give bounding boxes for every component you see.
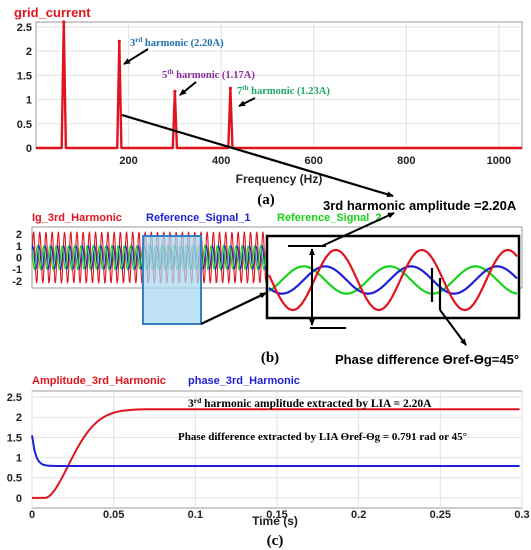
zoom-to-amplitude-callout-arrow <box>321 212 395 247</box>
zoom-series-reference-signal-2 <box>268 265 518 295</box>
panel-c-x-tick-label: 0.3 <box>514 509 529 521</box>
connector-3rd-harmonic <box>121 113 394 198</box>
panel-a-series <box>36 20 522 150</box>
panel-c-series-amplitude-3rd-harmonic <box>32 408 520 499</box>
panel-a-peak-point <box>173 89 177 93</box>
panel-a-peak-point <box>228 86 232 90</box>
panel-c-y-ticks: 0 0.5 1 1.5 2 2.5 <box>7 392 22 505</box>
panel-a-spectrum-line <box>36 20 522 150</box>
panel-a-y-ticks: 0 0.5 1 1.5 2 2.5 <box>17 22 32 155</box>
panel-c-x-ticks: 0 0.05 0.1 0.15 0.2 0.25 0.3 <box>29 509 530 521</box>
panel-a-x-tick-label: 800 <box>397 155 415 167</box>
panel-c-y-tick-label: 0 <box>16 493 22 505</box>
legend-ig-3rd-harmonic: Ig_3rd_Harmonic <box>32 212 122 224</box>
panel-a-spectrum: grid_current 0 0.5 1 1.5 2 2.5 200 400 600 800 10… <box>14 5 523 208</box>
panel-c-y-tick-label: 1.5 <box>7 432 22 444</box>
annotation-5th-harmonic: 5th harmonic (1.17A) <box>162 68 255 81</box>
zoom-highlight-box <box>142 235 202 325</box>
panel-c-lia: Amplitude_3rd_Harmonic phase_3rd_Harmoni… <box>7 375 530 549</box>
panel-a-x-tick-label: 1000 <box>487 155 511 167</box>
panel-c-x-tick-label: 0.1 <box>188 509 203 521</box>
panel-b-y-tick-label: -2 <box>12 276 22 288</box>
callout-3rd-harmonic-amplitude: 3rd harmonic amplitude =2.20A <box>323 198 517 213</box>
panel-c-x-tick-label: 0.05 <box>103 509 124 521</box>
panel-c-caption: (c) <box>267 533 284 549</box>
arrow-3rd-harmonic <box>123 48 149 65</box>
zoom-to-phase-callout-arrow <box>439 309 467 346</box>
legend-amplitude-3rd-harmonic: Amplitude_3rd_Harmonic <box>32 375 166 387</box>
panel-a-x-tick-label: 400 <box>212 155 230 167</box>
panel-a-y-tick-label: 2 <box>26 46 32 58</box>
annotation-3rd-harmonic: 3rd harmonic (2.20A) <box>130 36 224 49</box>
panel-c-series-phase-3rd-harmonic <box>31 435 520 467</box>
panel-b-caption: (b) <box>261 350 279 366</box>
panel-a-x-tick-label: 600 <box>305 155 323 167</box>
panel-b-y-tick-label: 1 <box>16 241 22 253</box>
callout-phase-difference: Phase difference ϴref-ϴg=45° <box>335 352 519 367</box>
panel-a-caption: (a) <box>257 192 275 208</box>
panel-c-y-tick-label: 0.5 <box>7 473 22 485</box>
panel-a-y-tick-label: 1 <box>26 95 32 107</box>
panel-c-y-tick-label: 1 <box>16 453 22 465</box>
panel-a-y-tick-label: 0.5 <box>17 119 32 131</box>
zoom-series-reference-signal-1 <box>268 265 518 295</box>
panel-c-x-axis-label: Time (s) <box>252 514 298 528</box>
arrow-7th-harmonic <box>238 97 256 107</box>
zoom-series-ig-3rd-harmonic <box>267 248 518 312</box>
panel-c-x-tick-label: 0.25 <box>430 509 451 521</box>
panel-a-x-tick-label: 200 <box>119 155 137 167</box>
panel-c-x-tick-label: 0 <box>29 509 35 521</box>
panel-a-x-ticks: 200 400 600 800 1000 <box>119 155 511 167</box>
panel-c-y-tick-label: 2 <box>16 412 22 424</box>
panel-a-title: grid_current <box>14 5 91 20</box>
panel-a-y-tick-label: 2.5 <box>17 22 32 34</box>
annotation-lia-amplitude: 3rd harmonic amplitude extracted by LIA … <box>188 396 432 410</box>
panel-a-peak-point <box>62 20 66 24</box>
panel-a-peak-point <box>117 39 121 43</box>
arrow-5th-harmonic <box>179 81 197 96</box>
panel-b-zoom-inset <box>265 212 521 346</box>
legend-reference-signal-1: Reference_Signal_1 <box>146 212 251 224</box>
panel-a-plot-area <box>35 21 523 149</box>
panel-c-y-tick-label: 2.5 <box>7 392 22 404</box>
panel-a-y-tick-label: 1.5 <box>17 70 32 82</box>
panel-c-x-tick-label: 0.2 <box>351 509 366 521</box>
panel-a-x-axis-label: Frequency (Hz) <box>236 172 323 186</box>
panel-b-y-tick-label: 0 <box>16 253 22 265</box>
panel-b-y-tick-label: -1 <box>12 264 22 276</box>
annotation-lia-phase: Phase difference extracted by LIA ϴref-ϴ… <box>178 431 467 443</box>
legend-reference-signal-2: Reference_Signal_2 <box>277 212 382 224</box>
panel-b-y-tick-label: 2 <box>16 229 22 241</box>
panel-a-y-tick-label: 0 <box>26 143 32 155</box>
annotation-7th-harmonic: 7th harmonic (1.23A) <box>237 84 330 97</box>
panel-c-series <box>31 408 520 499</box>
panel-c-x-tick-label: 0.15 <box>266 509 287 521</box>
legend-phase-3rd-harmonic: phase_3rd_Harmonic <box>188 375 300 387</box>
panel-c-gridlines <box>31 391 523 508</box>
panel-b-signals: Ig_3rd_Harmonic Reference_Signal_1 Refer… <box>12 212 523 367</box>
zoom-connector <box>200 292 267 325</box>
